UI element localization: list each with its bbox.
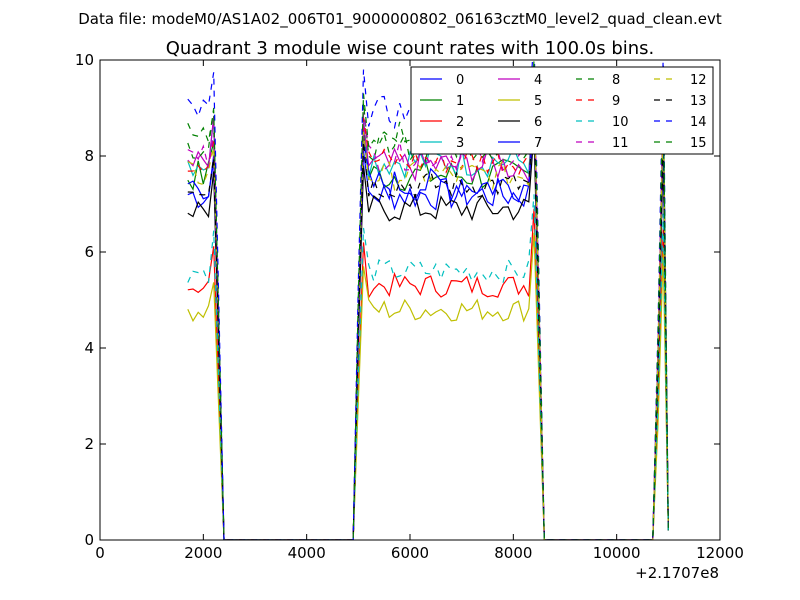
legend-label: 13: [690, 94, 707, 109]
legend-label: 6: [534, 115, 542, 130]
legend-label: 11: [612, 136, 629, 151]
figure-suptitle: Data file: modeM0/AS1A02_006T01_90000008…: [78, 10, 722, 29]
y-tick-label: 10: [75, 51, 94, 69]
x-offset-label: +2.1707e8: [635, 564, 719, 582]
x-tick-label: 10000: [593, 544, 641, 562]
series-line-10: [187, 194, 669, 540]
legend-box: [410, 66, 714, 155]
x-tick-label: 8000: [494, 544, 532, 562]
series-line-11: [187, 79, 669, 540]
legend-label: 2: [456, 115, 464, 130]
x-tick-label: 2000: [184, 544, 222, 562]
x-tick-label: 4000: [288, 544, 326, 562]
x-tick-label: 12000: [696, 544, 744, 562]
legend-label: 7: [534, 136, 542, 151]
x-tick-label: 6000: [391, 544, 429, 562]
y-tick-label: 6: [84, 243, 94, 261]
x-tick-label: 0: [95, 544, 105, 562]
series-line-13: [187, 107, 669, 540]
legend-label: 8: [612, 73, 620, 88]
legend-label: 1: [456, 94, 464, 109]
series-line-9: [187, 83, 669, 540]
legend-label: 3: [456, 136, 464, 151]
chart-title: Quadrant 3 module wise count rates with …: [166, 38, 655, 59]
legend-label: 14: [690, 115, 707, 130]
y-tick-label: 0: [84, 531, 94, 549]
plot-area: 0 2000 4000 6000 8000 10000 120000246810012345…: [75, 51, 744, 562]
legend-label: 15: [690, 136, 707, 151]
legend-label: 9: [612, 94, 620, 109]
legend-label: 12: [690, 73, 707, 88]
legend-label: 5: [534, 94, 542, 109]
legend-label: 4: [534, 73, 542, 88]
y-tick-label: 8: [84, 147, 94, 165]
y-tick-label: 4: [84, 339, 94, 357]
legend-label: 10: [612, 115, 629, 130]
series-line-5: [187, 232, 669, 540]
y-tick-label: 2: [84, 435, 94, 453]
legend-label: 0: [456, 73, 464, 88]
